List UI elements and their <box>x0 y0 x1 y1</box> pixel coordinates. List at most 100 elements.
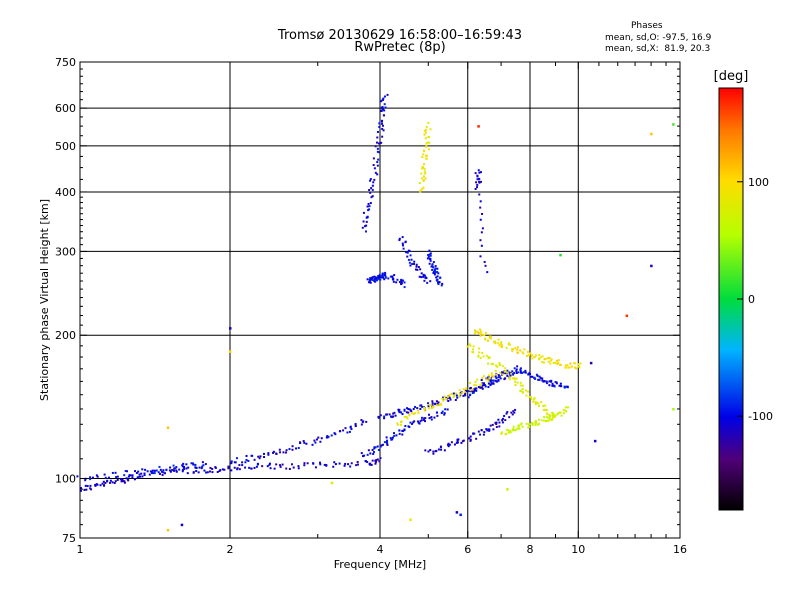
data-point <box>479 218 482 221</box>
data-point <box>123 481 126 484</box>
data-point <box>396 423 399 426</box>
data-point <box>214 466 217 469</box>
data-point <box>499 371 502 374</box>
data-point <box>166 528 170 532</box>
data-point <box>421 155 424 158</box>
data-point <box>505 412 508 415</box>
data-point <box>540 419 543 422</box>
data-point <box>165 468 168 471</box>
data-point <box>187 466 190 469</box>
y-tick-label: 600 <box>55 102 76 115</box>
data-point <box>362 420 365 423</box>
data-point <box>496 380 499 383</box>
data-point <box>383 114 386 117</box>
data-point <box>398 237 401 240</box>
data-point <box>354 422 357 425</box>
data-point <box>477 355 480 358</box>
data-point <box>375 460 378 463</box>
data-point <box>524 369 527 372</box>
data-point <box>344 427 347 430</box>
data-point <box>121 478 124 481</box>
data-point <box>382 108 385 111</box>
data-point <box>406 255 409 258</box>
data-point <box>407 258 410 261</box>
data-point <box>508 431 511 434</box>
data-point <box>362 220 365 223</box>
data-point <box>546 381 549 384</box>
data-point <box>487 339 490 342</box>
data-point <box>440 412 443 415</box>
data-point <box>89 487 92 490</box>
data-point <box>371 277 374 280</box>
data-point <box>459 513 462 517</box>
data-point <box>437 283 440 286</box>
data-point <box>398 239 401 242</box>
data-point <box>377 448 380 451</box>
data-point <box>513 429 516 432</box>
data-point <box>422 153 425 156</box>
data-point <box>381 127 384 130</box>
data-point <box>515 377 518 380</box>
data-point <box>230 462 233 465</box>
data-point <box>161 474 164 477</box>
data-point <box>368 280 371 283</box>
data-point <box>503 414 506 417</box>
data-point <box>403 286 406 289</box>
data-point <box>430 265 433 268</box>
data-point <box>373 275 376 278</box>
data-point <box>435 411 438 414</box>
data-point <box>454 398 457 401</box>
data-point <box>474 172 477 175</box>
data-point <box>440 448 443 451</box>
data-point <box>131 476 134 479</box>
data-point <box>185 463 188 466</box>
data-point <box>389 275 392 278</box>
data-point <box>468 437 471 440</box>
data-point <box>480 180 483 183</box>
data-point <box>536 423 539 426</box>
data-point <box>530 398 533 401</box>
data-point <box>497 342 500 345</box>
data-point <box>672 407 675 411</box>
data-point <box>436 267 439 270</box>
data-point <box>549 362 552 365</box>
data-point <box>384 106 387 109</box>
data-point <box>218 470 221 473</box>
data-point <box>414 405 417 408</box>
data-point <box>577 363 580 366</box>
data-point <box>422 178 425 181</box>
data-point <box>432 450 435 453</box>
data-point <box>374 446 377 449</box>
data-point <box>295 447 298 450</box>
data-point <box>160 470 163 473</box>
data-point <box>303 464 306 467</box>
data-point <box>490 374 493 377</box>
data-point <box>482 384 485 387</box>
data-point <box>420 189 423 192</box>
data-point <box>455 392 458 395</box>
data-point <box>181 465 184 468</box>
data-point <box>397 410 400 413</box>
data-point <box>425 128 428 131</box>
data-point <box>441 282 444 285</box>
data-point <box>393 411 396 414</box>
data-point <box>192 463 195 466</box>
data-point <box>267 452 270 455</box>
data-point <box>436 270 439 273</box>
data-point <box>552 384 555 387</box>
data-point <box>238 464 241 467</box>
data-point <box>349 426 352 429</box>
data-point <box>371 279 374 282</box>
data-point <box>516 351 519 354</box>
data-point <box>421 167 424 170</box>
data-point <box>450 393 453 396</box>
data-point <box>423 168 426 171</box>
data-point <box>487 428 490 431</box>
data-point <box>538 378 541 381</box>
data-point <box>141 475 144 478</box>
data-point <box>452 392 455 395</box>
data-point <box>439 446 442 449</box>
data-point <box>402 247 405 250</box>
data-point <box>464 392 467 395</box>
data-point <box>410 422 413 425</box>
